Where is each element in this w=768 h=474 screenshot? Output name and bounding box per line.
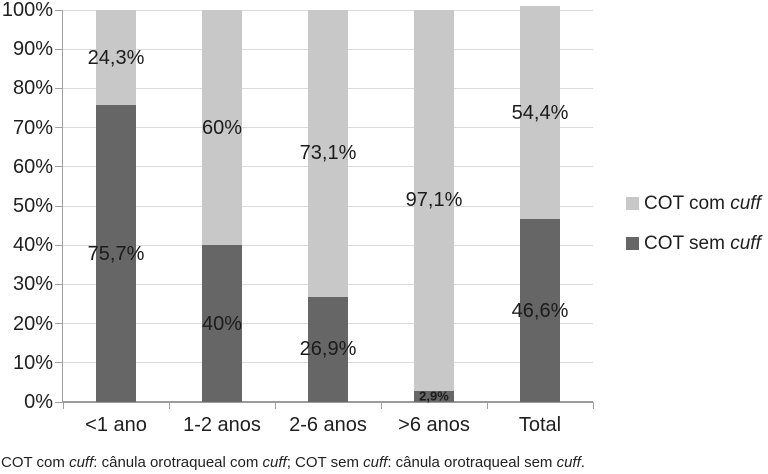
bar-segment-cot-com-cuff xyxy=(96,10,136,106)
bar-value-label: 54,4% xyxy=(511,101,569,124)
bar-value-label: 73,1% xyxy=(299,142,357,165)
bar-segment-cot-sem-cuff xyxy=(414,390,454,402)
bar-segment-cot-sem-cuff xyxy=(308,296,348,402)
y-axis-tick-label: 10% xyxy=(12,351,53,374)
bar-value-label: 75,7% xyxy=(87,242,145,265)
y-axis-tick xyxy=(55,127,63,129)
y-axis-tick-label: 20% xyxy=(12,312,53,335)
y-axis-tick xyxy=(55,48,63,50)
y-axis-tick-label: 90% xyxy=(12,38,53,61)
y-axis-tick-label: 30% xyxy=(12,273,53,296)
bar-segment-cot-com-cuff xyxy=(414,10,454,391)
bar-segment-cot-com-cuff xyxy=(520,6,560,220)
bar-value-label: 24,3% xyxy=(87,46,145,69)
y-axis-tick-label: 70% xyxy=(12,116,53,139)
bar-value-label: 97,1% xyxy=(405,189,463,212)
y-axis-line xyxy=(62,10,63,403)
y-axis-tick xyxy=(55,166,63,168)
y-axis-tick-label: 80% xyxy=(12,77,53,100)
y-axis-tick-label: 100% xyxy=(1,0,53,21)
x-axis-category-label: >6 anos xyxy=(398,414,470,436)
figure-caption: COT com cuff: cânula orotraqueal com cuf… xyxy=(1,454,585,471)
y-axis-tick-label: 0% xyxy=(24,391,53,413)
bar-segment-cot-sem-cuff xyxy=(96,105,136,402)
x-axis-category-label: 1-2 anos xyxy=(183,414,261,436)
bar-value-label: 60% xyxy=(201,116,243,139)
bar-value-label: 2,9% xyxy=(419,388,449,404)
x-axis-line xyxy=(63,401,593,403)
y-axis-tick xyxy=(55,401,63,403)
legend-label: COT sem cuff xyxy=(644,233,761,254)
x-axis-category-label: 2-6 anos xyxy=(289,414,367,436)
bar-segment-cot-sem-cuff xyxy=(520,219,560,402)
x-axis-tick xyxy=(381,402,382,409)
x-axis-tick xyxy=(275,402,276,409)
bar-value-label: 40% xyxy=(201,312,243,335)
bar-segment-cot-com-cuff xyxy=(308,10,348,297)
y-axis-tick xyxy=(55,244,63,246)
y-axis-tick-label: 40% xyxy=(12,234,53,257)
y-axis-tick-label: 60% xyxy=(12,155,53,178)
bar-value-label: 26,9% xyxy=(299,338,357,361)
y-axis-tick xyxy=(55,362,63,364)
y-axis-tick xyxy=(55,87,63,89)
legend-item: COT sem cuff xyxy=(626,234,761,253)
x-axis-category-label: <1 ano xyxy=(85,414,147,436)
legend-swatch xyxy=(626,197,639,210)
x-axis-tick xyxy=(63,402,64,409)
y-axis-tick xyxy=(55,205,63,207)
y-axis-tick-label: 50% xyxy=(12,195,53,217)
legend-swatch xyxy=(626,237,639,250)
x-axis-tick xyxy=(487,402,488,409)
y-axis-tick xyxy=(55,9,63,11)
x-axis-tick xyxy=(593,402,594,409)
y-axis-tick xyxy=(55,323,63,325)
legend-item: COT com cuff xyxy=(626,194,761,213)
y-axis-tick xyxy=(55,283,63,285)
legend-label: COT com cuff xyxy=(644,193,761,214)
x-axis-category-label: Total xyxy=(518,414,562,436)
bar-segment-cot-sem-cuff xyxy=(202,245,242,402)
bar-value-label: 46,6% xyxy=(511,299,569,322)
x-axis-tick xyxy=(169,402,170,409)
bar-segment-cot-com-cuff xyxy=(202,10,242,246)
